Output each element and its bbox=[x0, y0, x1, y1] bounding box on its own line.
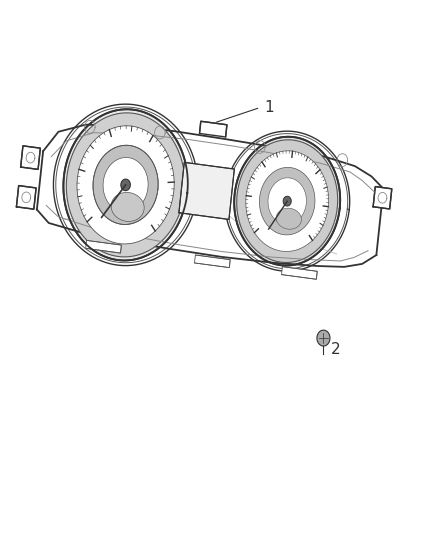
Polygon shape bbox=[283, 196, 291, 206]
Polygon shape bbox=[276, 208, 301, 229]
Polygon shape bbox=[317, 330, 330, 346]
Polygon shape bbox=[77, 126, 174, 244]
Polygon shape bbox=[37, 125, 383, 267]
Polygon shape bbox=[21, 146, 40, 169]
Polygon shape bbox=[64, 109, 188, 261]
Polygon shape bbox=[282, 266, 317, 279]
Polygon shape bbox=[103, 158, 148, 212]
Polygon shape bbox=[66, 113, 185, 257]
Polygon shape bbox=[86, 240, 121, 253]
Polygon shape bbox=[268, 178, 306, 224]
Polygon shape bbox=[121, 179, 131, 191]
Polygon shape bbox=[246, 151, 328, 252]
Polygon shape bbox=[234, 137, 340, 265]
Polygon shape bbox=[199, 122, 227, 137]
Polygon shape bbox=[237, 140, 338, 262]
Polygon shape bbox=[111, 192, 144, 221]
Polygon shape bbox=[259, 167, 315, 235]
Polygon shape bbox=[179, 163, 234, 220]
Text: 2: 2 bbox=[331, 342, 341, 357]
Text: 1: 1 bbox=[265, 100, 274, 115]
Polygon shape bbox=[373, 187, 392, 209]
Polygon shape bbox=[17, 185, 36, 209]
Polygon shape bbox=[93, 146, 158, 224]
Polygon shape bbox=[194, 255, 230, 268]
